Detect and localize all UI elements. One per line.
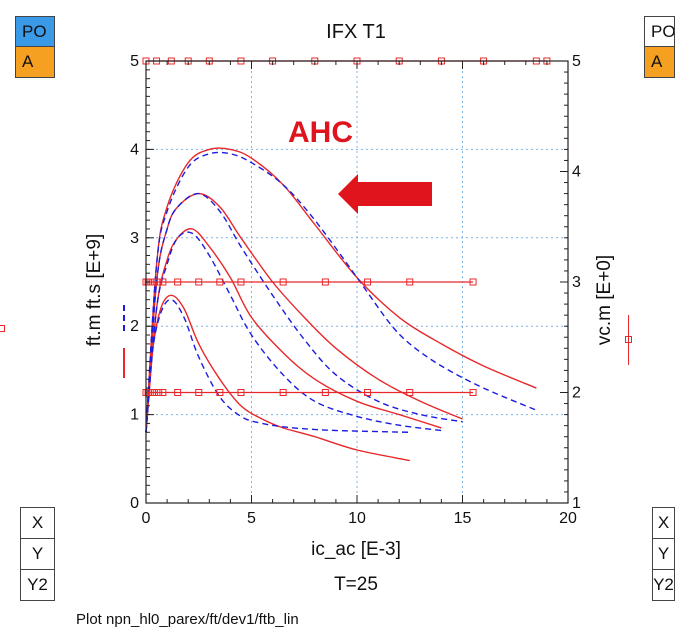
vc-m-marker: [279, 389, 287, 396]
x-tick-label: 10: [348, 510, 366, 527]
x-axis-select-left[interactable]: X: [20, 507, 55, 539]
y-left-tick-label: 3: [130, 230, 139, 247]
vc-m-marker: [150, 278, 158, 286]
y2-axis-select-left[interactable]: Y2: [20, 569, 55, 601]
y-axis-label-left: ft.m ft.s [E+9]: [84, 234, 105, 346]
a-tag-left[interactable]: A: [15, 46, 55, 78]
left-connector-square: [0, 325, 5, 332]
y-axis-label-right: vc.m [E+0]: [594, 255, 615, 345]
x-tick-label: 15: [454, 510, 472, 527]
ft-m-curve: [145, 294, 410, 462]
vc-m-marker: [364, 389, 372, 396]
y-left-tick-label: 1: [130, 407, 139, 424]
y-right-tick-label: 2: [572, 385, 581, 402]
vc-m-marker: [406, 278, 414, 286]
ft-chart: 0 5 10 15 20 0 1 2 3 4 5 1 2 3 4 5 IFX T1 ic_ac [E-3] T…: [84, 21, 615, 595]
chart-title: IFX T1: [326, 21, 386, 43]
ft-s-curve: [145, 192, 463, 433]
vc-m-marker: [174, 278, 182, 286]
y-right-tick-label: 4: [572, 164, 581, 181]
subtitle-temperature: T=25: [334, 574, 378, 595]
y-left-tick-label: 2: [130, 318, 139, 335]
x-tick-label: 0: [142, 510, 151, 527]
plot-path-label: Plot npn_hl0_parex/ft/dev1/ftb_lin: [76, 611, 299, 628]
po-tag-left[interactable]: PO: [15, 16, 55, 48]
x-tick-label: 5: [247, 510, 256, 527]
y-right-tick-label: 3: [572, 274, 581, 291]
ft-m-curve: [145, 228, 442, 433]
vc-m-marker: [469, 389, 477, 396]
vc-m-marker: [321, 389, 329, 396]
y-right-tick-label: 1: [572, 495, 581, 512]
vc-m-marker: [237, 278, 245, 286]
vc-m-marker: [216, 278, 224, 286]
vc-m-marker: [469, 278, 477, 286]
y-left-tick-label: 4: [130, 141, 139, 158]
ahc-annotation: AHC: [288, 116, 353, 149]
arrow-left-icon: [338, 174, 432, 214]
vc-m-marker: [364, 278, 372, 286]
vc-m-marker: [237, 389, 245, 396]
ft-m-curve: [145, 192, 463, 433]
vc-m-marker: [159, 389, 167, 396]
vc-m-marker: [195, 278, 203, 286]
ft-m-curve: [145, 147, 537, 433]
y-left-tick-label: 0: [130, 495, 139, 512]
vc-m-marker: [174, 389, 182, 396]
y-left-tick-label: 5: [130, 53, 139, 70]
vc-m-marker: [406, 389, 414, 396]
y-right-tick-label: 5: [572, 53, 581, 70]
ft-s-curve: [145, 151, 537, 433]
vc-m-marker: [279, 278, 287, 286]
vc-m-marker: [155, 389, 163, 396]
right-connector-marker: [628, 315, 629, 365]
ft-s-curve: [145, 298, 410, 433]
vc-m-marker: [150, 389, 158, 396]
vc-m-marker: [216, 389, 224, 396]
x-axis-label: ic_ac [E-3]: [311, 539, 401, 560]
vc-m-marker: [321, 278, 329, 286]
x-tick-label: 20: [559, 510, 577, 527]
vc-m-marker: [159, 278, 167, 286]
ft-s-curve: [145, 231, 442, 433]
vc-m-marker: [155, 278, 163, 286]
right-connector-square: [625, 336, 632, 343]
axis-ticks: 0 5 10 15 20 0 1 2 3 4 5 1 2 3 4 5: [130, 53, 581, 527]
vc-m-marker: [195, 389, 203, 396]
